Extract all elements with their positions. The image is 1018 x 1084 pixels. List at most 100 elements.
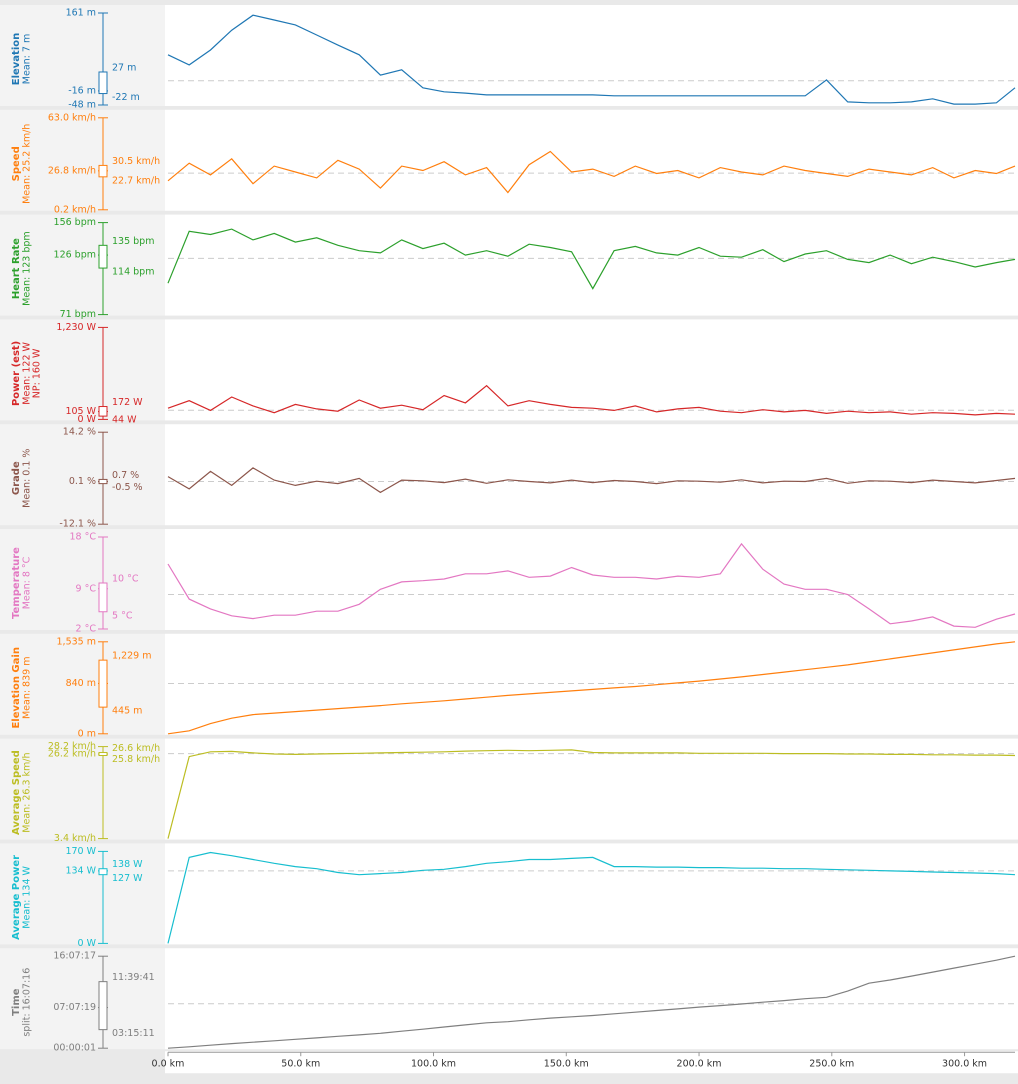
panel-subtitle: Mean: 134 W — [22, 865, 33, 928]
plot-area — [165, 843, 1018, 945]
panel-title: Elevation — [11, 33, 22, 86]
y-tick-label: 1,535 m — [57, 636, 96, 647]
panel-title: Speed — [11, 146, 22, 181]
y-tick-label: 16:07:17 — [53, 951, 96, 962]
data-line — [167, 851, 1016, 944]
box-label: 138 W — [112, 859, 143, 870]
quartile-box — [98, 244, 108, 269]
x-tick-label: 50.0 km — [281, 1059, 320, 1070]
y-tick-label: 105 W — [65, 406, 96, 417]
gutter — [0, 319, 165, 421]
panel-subtitle: Mean: 0.1 % — [22, 449, 33, 508]
y-tick-label: 07:07:19 — [53, 1002, 96, 1013]
y-tick-label: 134 W — [65, 865, 96, 876]
y-tick-label: -48 m — [68, 100, 96, 111]
panel-title: Heart Rate — [11, 238, 22, 299]
quartile-box — [98, 752, 108, 757]
panel-title: Power (est) — [11, 341, 22, 406]
data-line — [167, 542, 1016, 628]
box-label: 5 °C — [112, 610, 133, 621]
panel-title: Grade — [11, 461, 22, 495]
y-tick-label: 156 bpm — [54, 217, 96, 228]
y-tick-label: 00:00:01 — [53, 1043, 96, 1054]
y-tick-label: 170 W — [65, 846, 96, 857]
x-axis-band — [165, 1051, 1018, 1074]
data-line — [167, 641, 1016, 735]
quartile-box — [98, 71, 108, 95]
quartile-box — [98, 868, 108, 876]
gutter — [0, 633, 165, 735]
box-label: 172 W — [112, 397, 143, 408]
x-tick-label: 0.0 km — [152, 1059, 185, 1070]
data-line — [167, 150, 1016, 194]
y-tick-label: 71 bpm — [60, 309, 96, 320]
box-label: 10 °C — [112, 574, 139, 585]
panel-subtitle: Mean: 839 m — [22, 657, 33, 720]
gutter — [0, 214, 165, 316]
y-tick-label: 0 m — [78, 728, 96, 739]
data-line — [167, 14, 1016, 105]
plot-area — [165, 738, 1018, 840]
y-tick-label: 126 bpm — [54, 250, 96, 261]
y-tick-label: 2 °C — [76, 624, 97, 635]
box-label: 27 m — [112, 62, 136, 73]
data-line — [167, 955, 1016, 1049]
plot-area — [165, 424, 1018, 526]
plot-area — [165, 319, 1018, 421]
y-tick-label: 14.2 % — [63, 427, 96, 438]
gutter — [0, 529, 165, 630]
data-line — [167, 228, 1016, 290]
box-label: 127 W — [112, 873, 143, 884]
panel-subtitle: Mean: 8 °C — [22, 556, 33, 609]
data-line — [167, 384, 1016, 416]
panel-subtitle: Mean: 25.2 km/h — [22, 124, 33, 204]
plot-area — [165, 109, 1018, 211]
quartile-box — [98, 659, 108, 708]
panel-subtitle: Mean: 7 m — [22, 34, 33, 84]
plot-area — [165, 633, 1018, 735]
box-label: 1,229 m — [112, 651, 151, 662]
y-tick-label: -16 m — [68, 85, 96, 96]
quartile-box — [98, 478, 108, 485]
panel-subtitle: Mean: 122 W — [22, 341, 33, 404]
box-label: 44 W — [112, 415, 137, 426]
gutter — [0, 424, 165, 526]
panel-title: Elevation Gain — [11, 647, 22, 729]
box-label: 25.8 km/h — [112, 754, 160, 765]
y-tick-label: 9 °C — [76, 583, 97, 594]
quartile-box — [98, 406, 108, 417]
box-label: -22 m — [112, 92, 140, 103]
y-tick-label: 0 W — [78, 414, 97, 425]
panel-subtitle: Mean: 26.3 km/h — [22, 752, 33, 832]
y-tick-label: 18 °C — [70, 532, 97, 543]
panel-subtitle: Mean: 123 bpm — [22, 231, 33, 306]
x-tick-label: 200.0 km — [677, 1059, 722, 1070]
box-label: 445 m — [112, 706, 142, 717]
box-label: 22.7 km/h — [112, 175, 160, 186]
box-label: 135 bpm — [112, 236, 154, 247]
y-tick-label: 3.4 km/h — [54, 833, 96, 844]
y-tick-label: 0.2 km/h — [54, 204, 96, 215]
y-tick-label: 1,230 W — [56, 322, 96, 333]
x-tick-label: 150.0 km — [544, 1059, 589, 1070]
data-line — [167, 467, 1016, 494]
quartile-box — [98, 164, 108, 178]
x-tick-label: 300.0 km — [942, 1059, 987, 1070]
panel-title: Time — [11, 988, 22, 1016]
box-label: 03:15:11 — [112, 1028, 155, 1039]
box-label: 26.6 km/h — [112, 743, 160, 754]
plot-area — [165, 5, 1018, 106]
plot-area — [165, 948, 1018, 1050]
gutter — [0, 738, 165, 840]
y-tick-label: 26.8 km/h — [48, 165, 96, 176]
quartile-box — [98, 981, 108, 1031]
y-tick-label: 0 W — [78, 938, 97, 949]
box-label: -0.5 % — [112, 482, 143, 493]
gutter — [0, 5, 165, 106]
panel-title: Average Power — [11, 855, 22, 940]
y-tick-label: 840 m — [66, 678, 96, 689]
x-tick-label: 250.0 km — [809, 1059, 854, 1070]
y-tick-label: 0.1 % — [69, 476, 96, 487]
